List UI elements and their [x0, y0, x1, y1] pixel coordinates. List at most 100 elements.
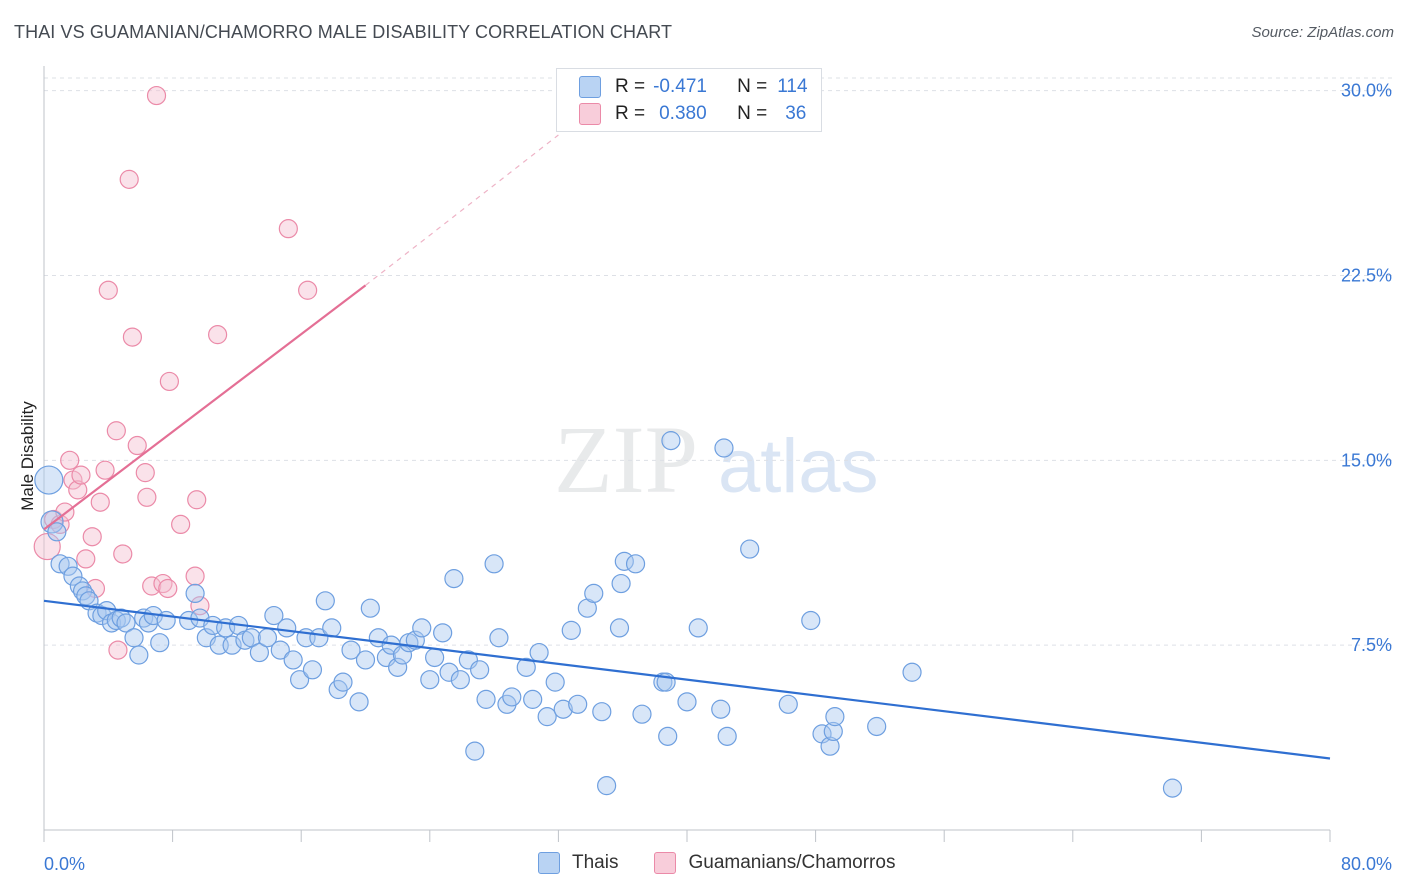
legend-guamanians-label: Guamanians/Chamorros [688, 852, 896, 873]
watermark-zip: ZIP [554, 406, 698, 513]
x-tick-label-end: 80.0% [1341, 854, 1392, 874]
guam-point [137, 487, 157, 507]
series-legend: Thais Guamanians/Chamorros [538, 852, 895, 874]
thais-point [553, 699, 573, 719]
y-tick-label: 30.0% [1341, 81, 1392, 101]
guam-point [158, 578, 178, 599]
guamanians-swatch [579, 103, 601, 125]
thais-point [523, 689, 543, 709]
thais-point [677, 692, 697, 712]
y-tick-label: 15.0% [1341, 450, 1392, 470]
correlation-legend: R = -0.471 N = 114 R = 0.380 N = 36 [556, 68, 822, 132]
thais-point [50, 554, 70, 574]
chart-title: THAI VS GUAMANIAN/CHAMORRO MALE DISABILI… [14, 22, 673, 42]
guam-point [113, 544, 133, 564]
x-tick-label-start: 0.0% [44, 854, 85, 874]
thais-point [516, 657, 536, 677]
thais-point [476, 689, 496, 709]
thais-point [283, 650, 303, 670]
thais-point [388, 657, 408, 677]
r-value-guamanians: 0.380 [659, 103, 707, 124]
thais-point [801, 610, 821, 631]
thais-point [502, 687, 522, 707]
thais-point [714, 438, 734, 458]
thais-point [597, 776, 617, 796]
thais-point [333, 672, 353, 692]
thais-point [360, 598, 380, 618]
guam-point [122, 327, 143, 347]
thais-point [289, 670, 310, 690]
thais-point [632, 704, 652, 724]
thais-point [611, 573, 631, 594]
legend-row-thais: R = -0.471 N = 114 [579, 75, 808, 99]
guam-point [106, 421, 126, 441]
thais-point [609, 618, 630, 638]
n-value-thais: 114 [777, 76, 808, 97]
thais-point [322, 618, 342, 638]
thais-point [241, 628, 261, 648]
thais-point [129, 645, 149, 665]
thais-point [740, 539, 760, 559]
thais-point [537, 707, 557, 727]
thais-point [658, 726, 678, 746]
thais-trend-line [43, 599, 1331, 760]
thais-point [823, 721, 843, 742]
guam-point [135, 463, 155, 483]
thais-point [820, 736, 840, 756]
guam-point [119, 169, 139, 189]
thais-point [222, 635, 242, 655]
thais-point [349, 692, 369, 712]
thais-legend-swatch [538, 852, 560, 874]
legend-row-guamanians: R = 0.380 N = 36 [579, 102, 806, 126]
watermark-atlas: atlas [718, 424, 879, 509]
n-label: N = [737, 76, 768, 97]
thais-point [778, 694, 798, 714]
guam-point [68, 480, 88, 500]
thais-point [302, 660, 323, 680]
thais-point [614, 551, 634, 571]
guam-point [82, 527, 102, 547]
thais-point [264, 605, 284, 626]
guam-point [71, 465, 91, 485]
r-label: R = [615, 103, 646, 124]
thais-point [412, 618, 432, 638]
guam-point [146, 85, 167, 106]
thais-point [58, 556, 78, 576]
thais-point [592, 702, 612, 722]
thais-point [341, 640, 361, 660]
thais-point [433, 623, 453, 643]
guam-point [278, 219, 298, 239]
thais-point [465, 741, 485, 761]
thais-point [315, 591, 335, 611]
thais-point [1162, 778, 1183, 798]
thais-point [561, 620, 581, 640]
guam-point [208, 325, 228, 345]
thais-point [277, 618, 297, 638]
thais-point [825, 707, 845, 727]
guam-point [185, 566, 205, 586]
thais-point [116, 613, 136, 633]
thais-point [420, 670, 440, 690]
thais-point [688, 618, 708, 638]
r-label: R = [615, 76, 646, 97]
guam-point [90, 492, 110, 512]
thais-point [63, 566, 83, 586]
guam-point [187, 490, 207, 510]
thais-point [711, 699, 731, 719]
thais-point [439, 662, 459, 682]
guam-point [159, 371, 179, 392]
guam-point [95, 460, 115, 480]
thais-point [425, 647, 445, 668]
guam-point [142, 576, 162, 596]
n-label: N = [737, 103, 768, 124]
thais-point [717, 726, 737, 746]
thais-point [249, 642, 270, 663]
thais-point [270, 640, 290, 660]
guamanians-legend-swatch [654, 852, 677, 874]
y-tick-label: 22.5% [1341, 265, 1392, 285]
thais-point [355, 650, 376, 670]
source-label: Source: ZipAtlas.com [1251, 24, 1394, 41]
thais-point [47, 522, 67, 542]
thais-point [34, 465, 64, 495]
